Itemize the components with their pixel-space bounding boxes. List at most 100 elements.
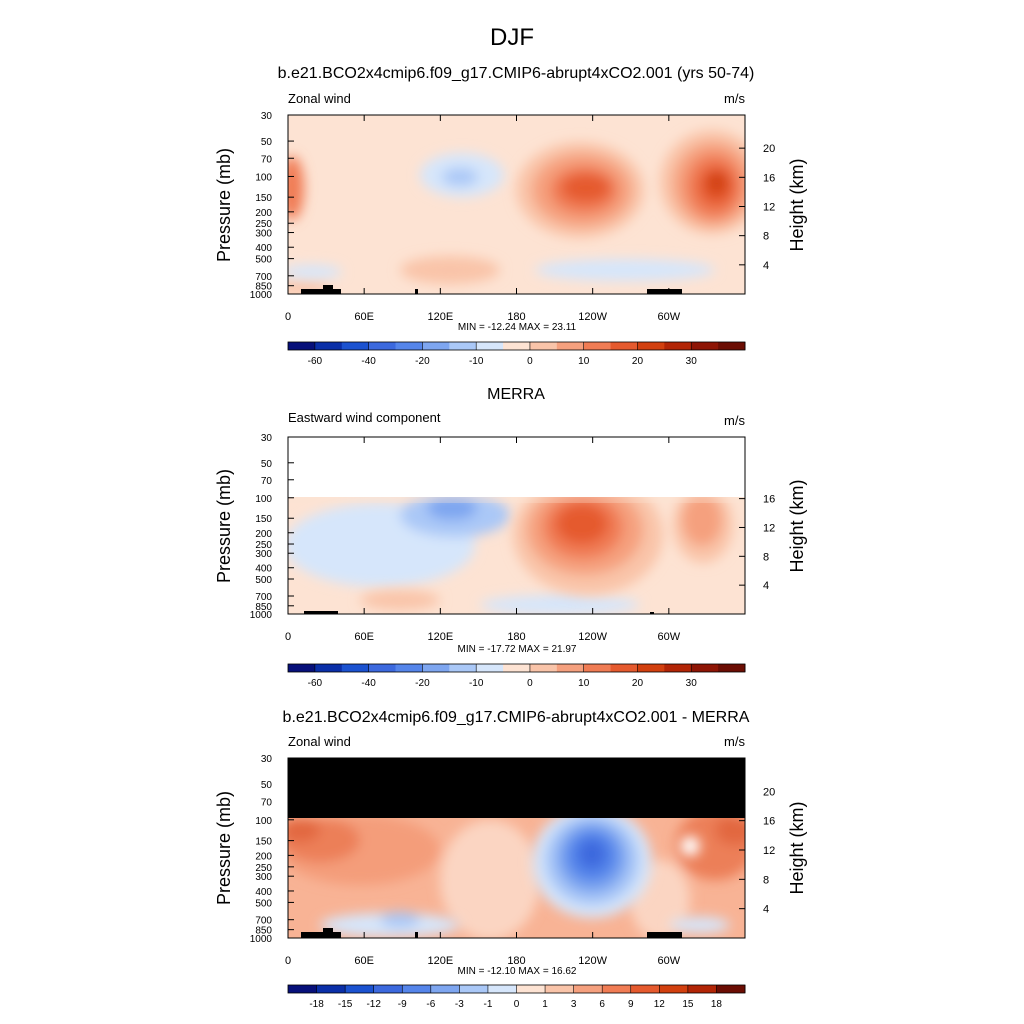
pressure-tick-label: 50: [261, 780, 273, 791]
x-axis: 0 60E 120E 180 120W 60W: [285, 437, 681, 643]
pressure-tick-label: 150: [255, 193, 272, 204]
lon-tick-label: 60W: [658, 955, 681, 967]
colorbar-swatch: [664, 664, 692, 672]
colorbar-label: -6: [426, 999, 435, 1010]
units-label: m/s: [724, 91, 745, 106]
colorbar-swatch: [476, 342, 504, 350]
height-tick-label: 4: [763, 260, 769, 272]
pressure-tick-label: 150: [255, 514, 272, 525]
panel-merra: MERRA Eastward wind component m/s: [214, 386, 807, 689]
colorbar-swatch: [573, 985, 603, 993]
pressure-tick-label: 700: [255, 272, 272, 283]
colorbar-label: -10: [469, 356, 484, 367]
figure-title: DJF: [490, 24, 534, 51]
pressure-tick-label: 250: [255, 219, 272, 230]
lon-tick-label: 180: [507, 631, 525, 643]
pressure-tick-label: 200: [255, 529, 272, 540]
colorbar-swatch: [341, 664, 370, 672]
lon-tick-label: 120W: [578, 955, 607, 967]
height-tick-label: 12: [763, 522, 775, 534]
lon-tick-label: 120E: [427, 631, 453, 643]
lon-tick-label: 60E: [354, 955, 374, 967]
lon-tick-label: 60E: [354, 631, 374, 643]
panel-model: b.e21.BCO2x4cmip6.f09_g17.CMIP6-abrupt4x…: [214, 65, 807, 367]
x-axis: 0 60E 120E 180 120W 60W: [285, 115, 681, 323]
topography-mask: [301, 928, 682, 938]
pressure-tick-label: 30: [261, 754, 273, 765]
colorbar-label: 9: [628, 999, 634, 1010]
y-axis-right: 4 8 12 16 20: [739, 786, 775, 916]
colorbar: -60 -40 -20 -10 0 10 20 30: [287, 663, 746, 689]
colorbar-swatch: [487, 985, 517, 993]
colorbar-swatch: [422, 342, 450, 350]
colorbar-label: -18: [309, 999, 324, 1010]
colorbar-swatch: [545, 985, 575, 993]
height-tick-label: 12: [763, 201, 775, 213]
colorbar-swatch: [637, 342, 665, 350]
colorbar-swatch: [529, 342, 558, 350]
pressure-tick-label: 250: [255, 540, 272, 551]
colorbar-swatch: [288, 664, 316, 672]
colorbar-swatch: [610, 342, 638, 350]
colorbar-swatch: [556, 664, 585, 672]
colorbar-swatch: [314, 664, 343, 672]
pressure-tick-label: 300: [255, 872, 272, 883]
lon-tick-label: 120W: [578, 631, 607, 643]
colorbar-swatch: [402, 985, 432, 993]
colorbar-swatch: [659, 985, 689, 993]
x-axis: 0 60E 120E 180 120W 60W: [285, 758, 681, 967]
y-axis-right: 4 8 12 16: [739, 494, 775, 592]
colorbar-label: 20: [632, 356, 644, 367]
lon-tick-label: 180: [507, 311, 525, 323]
lon-tick-label: 0: [285, 955, 291, 967]
pressure-tick-label: 700: [255, 592, 272, 603]
colorbar-swatch: [716, 985, 746, 993]
pressure-tick-label: 850: [255, 282, 272, 293]
height-tick-label: 16: [763, 494, 775, 506]
pressure-tick-label: 30: [261, 111, 273, 122]
pressure-tick-label: 500: [255, 575, 272, 586]
pressure-tick-label: 100: [255, 494, 272, 505]
pressure-tick-label: 400: [255, 887, 272, 898]
pressure-tick-label: 300: [255, 549, 272, 560]
colorbar-label: 0: [527, 356, 533, 367]
pressure-tick-label: 400: [255, 564, 272, 575]
colorbar-swatch: [430, 985, 460, 993]
pressure-tick-label: 1000: [250, 290, 273, 301]
colorbar-swatch: [630, 985, 660, 993]
colorbar-swatch: [718, 664, 746, 672]
colorbar-label: -40: [361, 356, 376, 367]
topography-mask: [301, 285, 682, 294]
topography-mask: [304, 611, 654, 614]
colorbar-swatch: [373, 985, 403, 993]
pressure-tick-label: 70: [261, 797, 273, 808]
colorbar-label: 1: [542, 999, 548, 1010]
pressure-tick-label: 1000: [250, 610, 273, 621]
lon-tick-label: 120E: [427, 955, 453, 967]
colorbar-swatch: [395, 342, 423, 350]
pressure-tick-label: 70: [261, 154, 273, 165]
pressure-tick-label: 200: [255, 208, 272, 219]
contour-field: [288, 818, 745, 938]
panel-header: b.e21.BCO2x4cmip6.f09_g17.CMIP6-abrupt4x…: [283, 709, 750, 726]
height-tick-label: 16: [763, 172, 775, 184]
missing-data-area: [288, 758, 745, 818]
colorbar-label: -3: [455, 999, 464, 1010]
colorbar-label: -20: [415, 678, 430, 689]
pressure-tick-label: 150: [255, 837, 272, 848]
colorbar-label: -10: [469, 678, 484, 689]
colorbar-swatch: [529, 664, 558, 672]
colorbar-swatch: [503, 342, 531, 350]
colorbar-swatch: [459, 985, 489, 993]
height-tick-label: 4: [763, 904, 769, 916]
colorbar-swatch: [718, 342, 746, 350]
variable-label: Zonal wind: [288, 91, 351, 106]
height-tick-label: 16: [763, 816, 775, 828]
pressure-tick-label: 200: [255, 851, 272, 862]
y-axis-right: 4 8 12 16 20: [739, 143, 775, 272]
units-label: m/s: [724, 413, 745, 428]
variable-label: Zonal wind: [288, 734, 351, 749]
units-label: m/s: [724, 734, 745, 749]
lon-tick-label: 0: [285, 311, 291, 323]
